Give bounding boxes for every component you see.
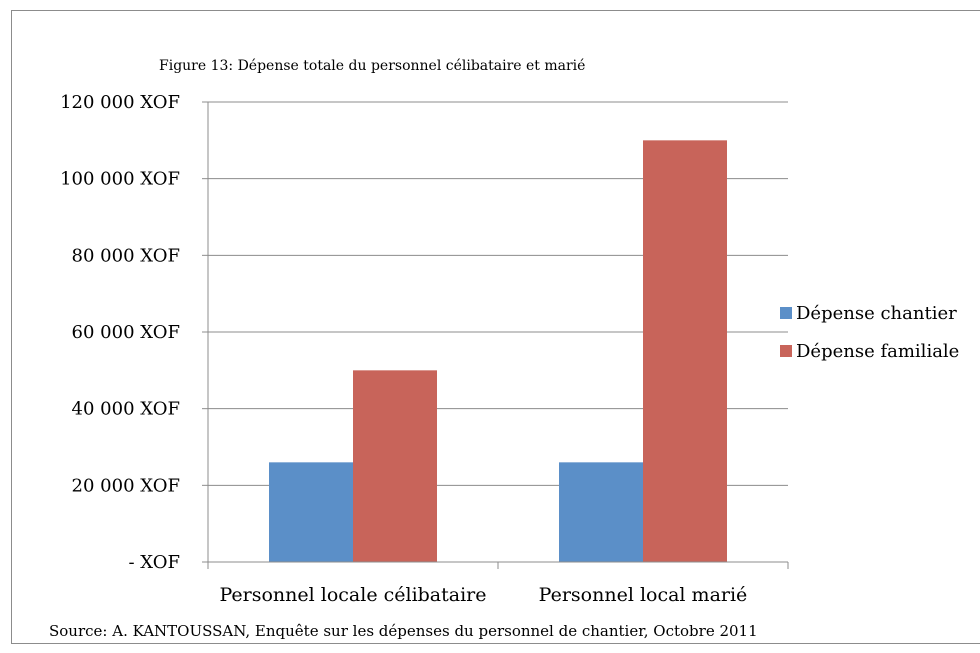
- legend: Dépense chantier Dépense familiale: [780, 303, 959, 362]
- y-tick-label: 100 000 XOF: [60, 169, 180, 190]
- y-tick-label: 60 000 XOF: [72, 322, 180, 343]
- y-tick-label: 20 000 XOF: [72, 475, 180, 496]
- y-tick-label: 40 000 XOF: [72, 399, 180, 420]
- legend-swatch: [780, 345, 792, 357]
- y-tick-label: - XOF: [128, 552, 180, 573]
- chart-title: Figure 13: Dépense totale du personnel c…: [159, 58, 585, 74]
- chart-frame: [11, 10, 980, 644]
- bars: [269, 140, 727, 563]
- bar-depense-chantier: [269, 462, 353, 562]
- axes: [207, 102, 789, 569]
- y-tick-label: 80 000 XOF: [72, 245, 180, 266]
- y-tick-label: 120 000 XOF: [60, 92, 180, 113]
- bar-depense-chantier: [559, 462, 643, 562]
- bar-depense-familiale: [353, 370, 437, 562]
- bar-depense-familiale: [643, 140, 727, 563]
- y-axis-ticks: - XOF 20 000 XOF 40 000 XOF 60 000 XOF 80 00…: [60, 92, 180, 573]
- x-category-label: Personnel locale célibataire: [219, 584, 486, 606]
- source-note: Source: A. KANTOUSSAN, Enquête sur les d…: [49, 622, 758, 640]
- legend-swatch: [780, 307, 792, 319]
- x-category-label: Personnel local marié: [539, 584, 748, 606]
- x-axis-categories: Personnel locale célibataire Personnel lo…: [219, 584, 747, 606]
- legend-label: Dépense familiale: [796, 341, 959, 362]
- legend-label: Dépense chantier: [796, 303, 957, 324]
